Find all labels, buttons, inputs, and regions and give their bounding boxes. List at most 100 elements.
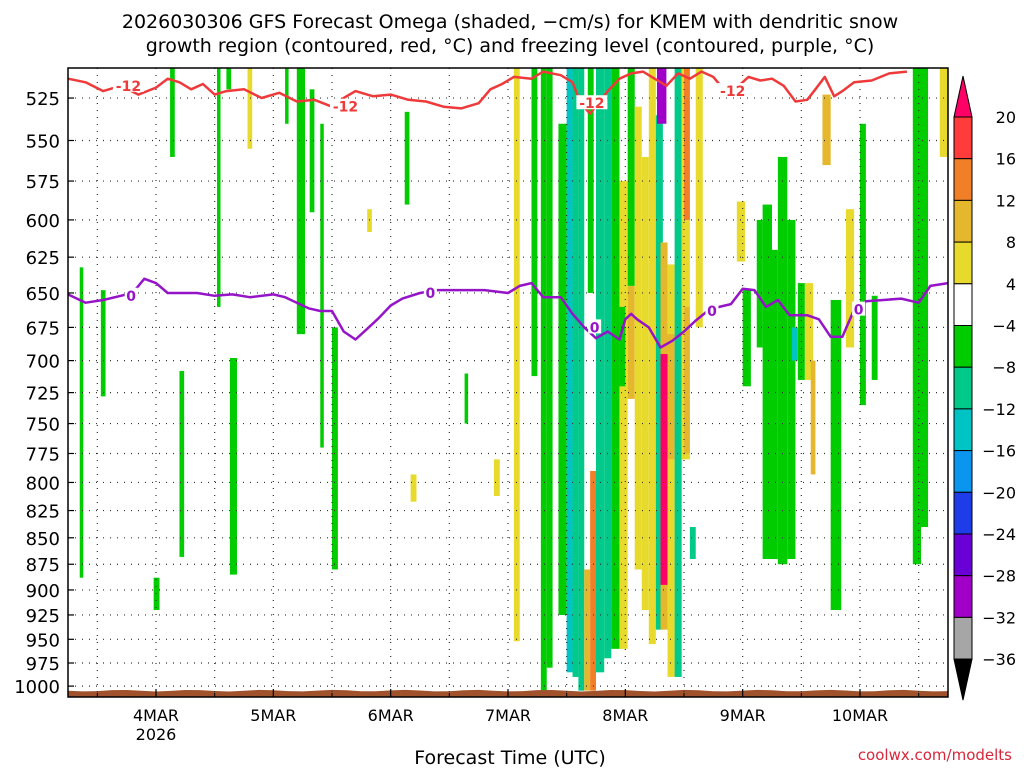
- contour-label-bg-1-2: [588, 319, 602, 334]
- omega-cell-48: [684, 68, 690, 220]
- colorbar-label-12: −32: [982, 608, 1016, 627]
- omega-cell-43: [657, 68, 667, 124]
- x-tick-label-6MAR: 6MAR: [368, 706, 414, 725]
- y-tick-label-p975: 975: [26, 654, 60, 675]
- omega-cell-70: [939, 68, 948, 157]
- omega-cell-3: [170, 68, 175, 157]
- contour-label-bg-0-0: [112, 77, 144, 92]
- contour-label-bg-1-1: [423, 284, 437, 299]
- omega-cell-63: [822, 94, 831, 166]
- y-tick-label-p600: 600: [26, 211, 60, 232]
- omega-cell-1: [100, 290, 106, 397]
- colorbar-swatch-0: [953, 116, 973, 160]
- omega-cell-45: [667, 334, 675, 460]
- omega-cell-47: [681, 68, 690, 460]
- chart-title-line2: growth region (contoured, red, °C) and f…: [146, 35, 875, 57]
- contour-label-1-3: 0: [707, 304, 717, 320]
- y-axis: 525 550 575 600 625 650 675 700 725 750 775 800 825 8…: [14, 89, 74, 698]
- omega-cell-12: [320, 123, 324, 448]
- colorbar: 20 16 12 8 4 −4 −8 −12 −16 −20 −24 −28 −32 −36: [953, 75, 1016, 701]
- omega-cell-69: [921, 68, 929, 527]
- omega-cell-67: [871, 295, 878, 380]
- omega-cell-38: [641, 156, 649, 611]
- colorbar-label-13: −36: [982, 650, 1016, 669]
- colorbar-bottom-arrow: [953, 658, 973, 701]
- omega-cell-61: [804, 283, 814, 380]
- contour-label-0-3: -12: [720, 84, 745, 100]
- omega-cell-16: [410, 474, 417, 502]
- y-tick-label-p625: 625: [26, 248, 60, 269]
- contour-label-1-4: 0: [854, 303, 864, 319]
- colorbar-top-arrow: [953, 75, 973, 118]
- colorbar-label-10: −24: [982, 525, 1016, 544]
- contour-label-0-1: -12: [333, 100, 358, 116]
- colorbar-label-4: 4: [1006, 275, 1016, 294]
- colorbar-label-0: 20: [996, 108, 1016, 127]
- omega-cell-28: [590, 470, 596, 691]
- omega-cell-66: [860, 123, 866, 406]
- colorbar-label-2: 12: [996, 191, 1016, 210]
- omega-cell-6: [226, 68, 232, 90]
- omega-cell-51: [695, 68, 703, 328]
- omega-cell-22: [546, 68, 553, 668]
- y-tick-label-p725: 725: [26, 384, 60, 405]
- colorbar-swatch-3: [953, 241, 973, 285]
- omega-cell-37: [634, 106, 642, 570]
- omega-cell-35: [627, 68, 635, 286]
- omega-cell-0: [79, 267, 84, 578]
- x-tick-label-5MAR: 5MAR: [250, 706, 296, 725]
- omega-cell-29: [587, 68, 594, 293]
- omega-cell-50: [689, 526, 696, 560]
- colorbar-label-11: −28: [982, 567, 1016, 586]
- colorbar-swatch-5: [953, 325, 973, 368]
- omega-cell-24: [566, 68, 573, 673]
- colorbar-swatch-7: [953, 408, 973, 452]
- y-tick-label-p650: 650: [26, 284, 60, 305]
- omega-cell-18: [493, 459, 500, 497]
- omega-cell-32: [611, 68, 620, 649]
- omega-shading-layer: [79, 68, 948, 691]
- contour-label-0-2: -12: [579, 96, 604, 112]
- omega-cell-21: [540, 68, 547, 691]
- omega-cell-64: [830, 299, 842, 611]
- omega-cell-68: [912, 68, 922, 565]
- omega-cell-25: [572, 68, 579, 677]
- omega-cell-15: [404, 111, 410, 205]
- x-tick-label-9MAR: 9MAR: [720, 706, 766, 725]
- colorbar-swatch-8: [953, 450, 973, 493]
- contour-label-bg-0-3: [717, 83, 749, 98]
- omega-cell-36: [627, 285, 635, 399]
- omega-cell-39: [648, 68, 656, 645]
- grid-layer: [68, 68, 948, 697]
- colorbar-label-8: −16: [982, 442, 1016, 461]
- omega-cell-17: [464, 373, 469, 424]
- x-tick-sublabel-4MAR: 2026: [136, 725, 177, 744]
- y-tick-label-p850: 850: [26, 529, 60, 550]
- omega-cell-55: [762, 204, 772, 560]
- contour-line-0: [67, 70, 908, 115]
- x-tick-label-10MAR: 10MAR: [832, 706, 888, 725]
- omega-cell-7: [229, 357, 237, 575]
- omega-cell-52: [736, 201, 746, 262]
- credit-text: coolwx.com/modelts: [858, 746, 1012, 764]
- plot-frame: [67, 67, 949, 698]
- contour-label-bg-1-0: [124, 287, 138, 302]
- colorbar-swatch-11: [953, 575, 973, 618]
- y-tick-label-p550: 550: [26, 131, 60, 152]
- omega-cell-49: [684, 306, 690, 454]
- colorbar-label-1: 16: [996, 150, 1016, 169]
- contour-label-1-2: 0: [590, 320, 600, 336]
- omega-cell-58: [787, 219, 796, 560]
- omega-cell-30: [596, 68, 605, 673]
- omega-cell-53: [742, 290, 751, 387]
- omega-cell-20: [531, 68, 538, 377]
- omega-cell-13: [332, 327, 338, 570]
- x-axis-label: Forecast Time (UTC): [414, 747, 605, 768]
- omega-cell-54: [756, 219, 763, 348]
- x-tick-label-7MAR: 7MAR: [485, 706, 531, 725]
- omega-cell-60: [797, 283, 805, 380]
- omega-cell-65: [845, 209, 855, 348]
- y-tick-label-p525: 525: [26, 89, 60, 110]
- omega-cell-44: [667, 264, 675, 677]
